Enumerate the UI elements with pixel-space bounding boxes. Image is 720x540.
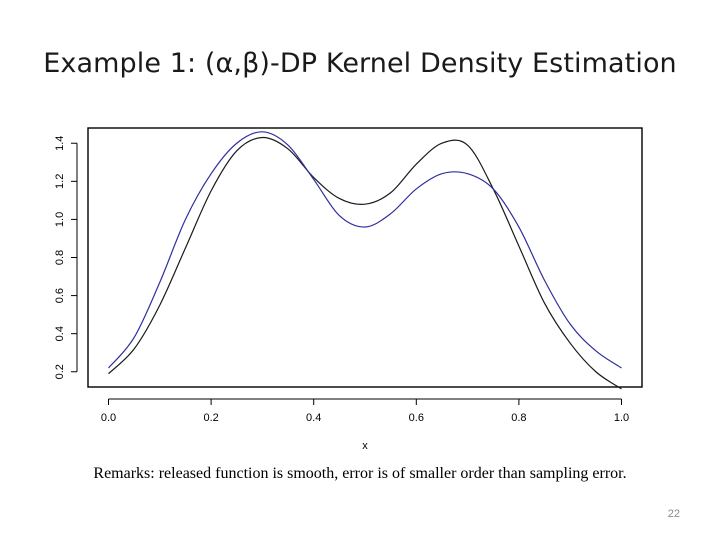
x-axis: 0.0 0.2 0.4 0.6 0.8 1.0 [101,398,629,424]
x-tick-label: 0.6 [409,412,424,424]
slide-title: Example 1: (α,β)-DP Kernel Density Estim… [43,48,677,79]
y-tick-label: 0.6 [54,288,66,303]
y-axis: 0.2 0.4 0.6 0.8 1.0 1.2 1.4 [54,136,78,379]
page-number: 22 [667,508,680,520]
density-lines [108,131,622,390]
density-chart: 0.0 0.2 0.4 0.6 0.8 1.0 0.2 0.4 0.6 0.8 1.0 1.2 1.4… [54,127,643,452]
x-tick-label: 0.8 [511,412,526,424]
remarks-text: Remarks: released function is smooth, er… [93,465,627,482]
y-tick-label: 0.8 [54,250,66,265]
x-tick-label: 0.0 [101,412,116,424]
y-tick-label: 0.4 [54,326,66,341]
x-tick-label: 1.0 [614,412,629,424]
density-line-1 [108,136,622,390]
y-tick-label: 1.4 [54,136,66,151]
x-tick-label: 0.2 [203,412,218,424]
y-tick-label: 0.2 [54,364,66,379]
density-line-2 [108,131,622,369]
x-axis-title: x [362,440,368,452]
x-tick-label: 0.4 [306,412,321,424]
y-tick-label: 1.2 [54,174,66,189]
y-tick-label: 1.0 [54,212,66,227]
plot-frame [87,127,643,388]
